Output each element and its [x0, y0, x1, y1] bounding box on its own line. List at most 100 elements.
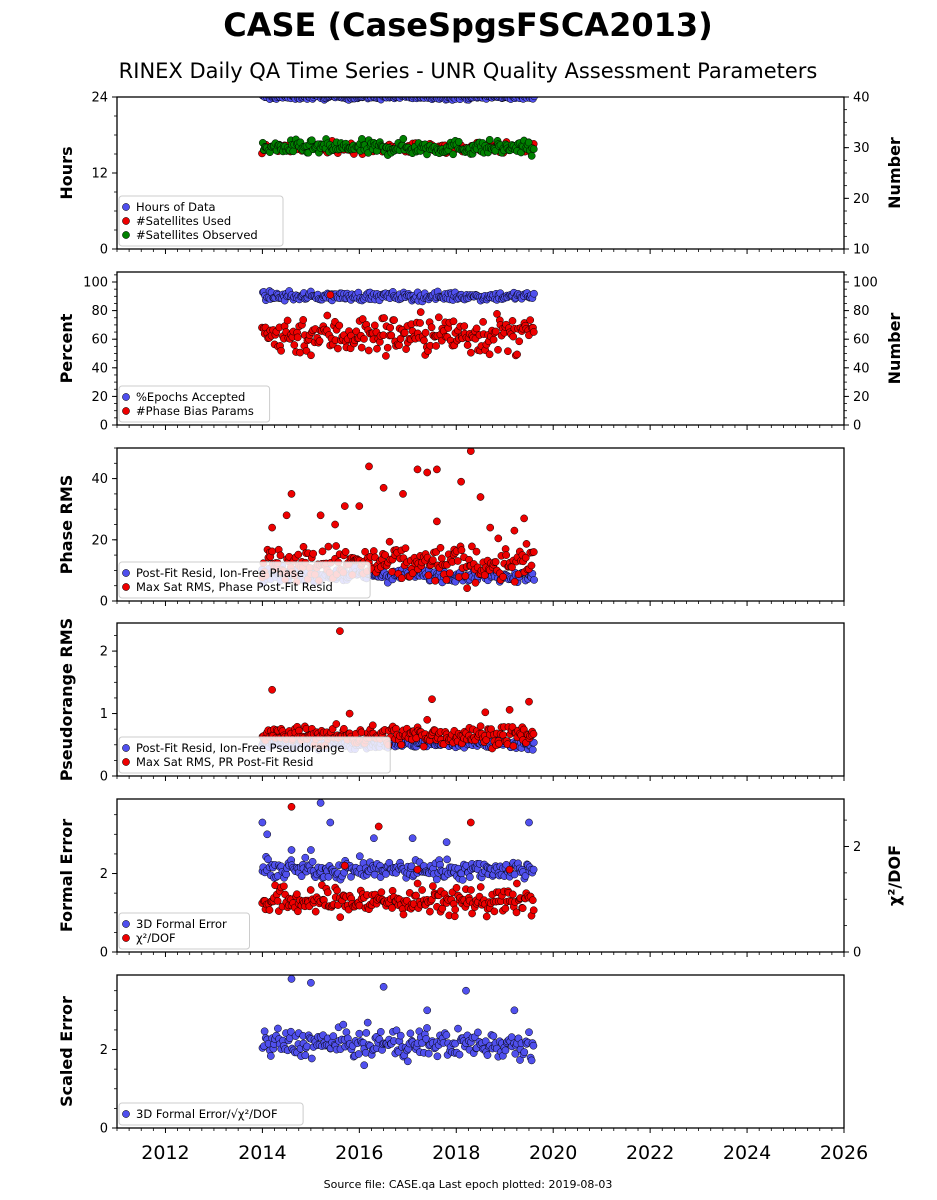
data-point — [397, 574, 406, 583]
data-point — [463, 341, 472, 349]
legend-label: 3D Formal Error — [136, 917, 227, 931]
legend: 3D Formal Error/√χ²/DOF — [118, 1102, 304, 1126]
footer-note: Source file: CASE.qa Last epoch plotted:… — [324, 1178, 613, 1191]
data-point — [462, 986, 470, 995]
data-point — [309, 549, 318, 558]
y2-tick-label: 10 — [853, 243, 870, 258]
data-point — [276, 551, 285, 560]
data-point — [442, 838, 451, 847]
data-point — [454, 1024, 462, 1033]
y2-tick-label: 40 — [853, 91, 870, 106]
data-point — [395, 341, 403, 350]
data-point — [307, 1054, 316, 1063]
data-point — [323, 311, 332, 320]
y2-tick-label: 30 — [853, 141, 870, 156]
legend-marker — [122, 569, 130, 577]
data-point — [383, 343, 392, 352]
data-point — [420, 336, 428, 345]
data-point — [293, 333, 302, 342]
series-2 — [258, 627, 538, 753]
data-point — [323, 888, 332, 897]
data-point — [407, 862, 416, 871]
y2-axis-label: Number — [885, 313, 904, 385]
series-3 — [258, 134, 538, 160]
data-point — [482, 912, 491, 921]
data-point — [307, 351, 315, 360]
legend: %Epochs Accepted#Phase Bias Params — [118, 385, 271, 423]
data-point — [509, 742, 518, 750]
data-point — [307, 136, 316, 145]
data-point — [399, 134, 408, 143]
y-tick-label: 0 — [100, 243, 108, 258]
data-point — [336, 627, 344, 635]
data-point — [268, 685, 276, 694]
legend-label: χ²/DOF — [136, 931, 176, 945]
data-point — [355, 1029, 364, 1038]
data-point — [428, 695, 436, 704]
data-point — [423, 715, 432, 724]
data-point — [434, 313, 443, 322]
data-point — [474, 1028, 482, 1037]
data-point — [510, 1006, 519, 1015]
data-point — [436, 543, 445, 552]
data-point — [466, 873, 474, 881]
data-point — [379, 483, 388, 492]
data-point — [362, 1029, 371, 1037]
data-point — [491, 558, 500, 566]
data-point — [387, 331, 396, 340]
data-point — [268, 547, 277, 556]
y2-tick-label: 0 — [853, 946, 861, 961]
data-point — [493, 310, 501, 318]
x-tick-label: 2016 — [335, 1142, 383, 1164]
data-point — [491, 327, 500, 336]
y-tick-label: 0 — [100, 595, 108, 610]
data-point — [403, 1057, 412, 1066]
y-tick-label: 12 — [91, 167, 108, 182]
data-point — [432, 342, 440, 350]
data-point — [471, 578, 480, 587]
data-point — [413, 465, 422, 474]
data-point — [294, 907, 302, 916]
data-point — [399, 490, 407, 498]
data-point — [468, 909, 476, 918]
data-point — [502, 551, 511, 559]
data-point — [331, 520, 339, 529]
data-point — [529, 865, 538, 874]
data-point — [527, 1056, 536, 1065]
data-point — [518, 904, 527, 913]
data-point — [511, 1049, 520, 1058]
data-point — [433, 517, 441, 526]
data-point — [455, 573, 463, 581]
series-1 — [259, 287, 538, 306]
x-tick-label: 2024 — [723, 1142, 771, 1164]
data-point — [326, 291, 335, 299]
data-point — [392, 1026, 401, 1035]
data-point — [515, 337, 524, 346]
x-tick-label: 2012 — [141, 1142, 189, 1164]
data-point — [273, 897, 282, 905]
figure-subtitle: RINEX Daily QA Time Series - UNR Quality… — [119, 59, 818, 83]
data-point — [386, 323, 395, 332]
data-point — [482, 736, 491, 744]
data-point — [501, 1046, 510, 1055]
data-point — [452, 883, 461, 892]
data-points — [258, 799, 538, 922]
data-point — [445, 569, 454, 577]
data-point — [299, 316, 308, 324]
data-point — [453, 557, 462, 565]
data-point — [373, 344, 381, 353]
data-point — [294, 550, 303, 559]
data-point — [340, 502, 349, 510]
data-point — [442, 1031, 451, 1039]
data-points — [258, 975, 538, 1070]
y-tick-label: 40 — [91, 472, 108, 487]
data-point — [340, 861, 349, 870]
data-point — [287, 846, 296, 854]
data-point — [483, 1051, 492, 1059]
data-point — [401, 544, 410, 553]
data-point — [355, 502, 364, 510]
data-point — [402, 345, 410, 353]
data-point — [419, 742, 428, 751]
legend-label: 3D Formal Error/√χ²/DOF — [136, 1107, 278, 1121]
